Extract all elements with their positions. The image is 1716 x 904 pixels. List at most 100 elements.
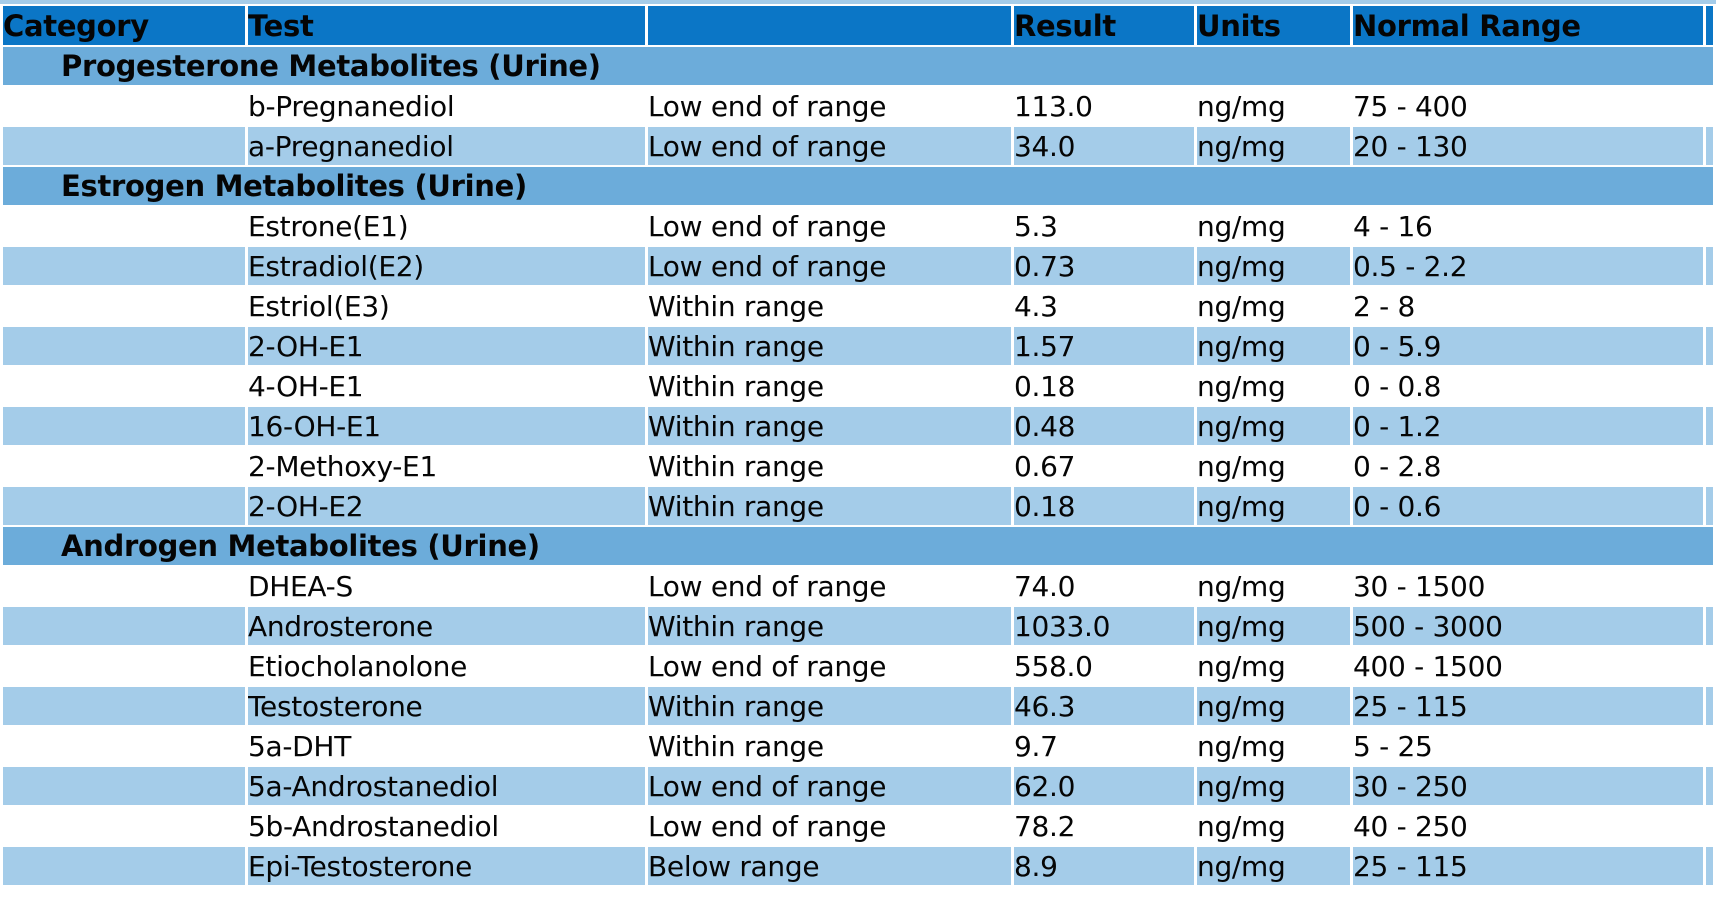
test-name-cell: b-Pregnanediol — [248, 87, 645, 125]
section-header-row: Estrogen Metabolites (Urine) — [3, 167, 1713, 205]
status-cell: Within range — [648, 327, 1011, 365]
normal-range-cell: 30 - 250 — [1353, 767, 1703, 805]
category-cell — [3, 607, 245, 645]
lab-results-table: Category Test Result Units Normal Range … — [0, 4, 1716, 887]
category-cell — [3, 247, 245, 285]
category-cell — [3, 407, 245, 445]
spacer-cell — [1706, 407, 1713, 445]
normal-range-cell: 2 - 8 — [1353, 287, 1703, 325]
result-cell: 0.73 — [1014, 247, 1194, 285]
column-header-spacer — [1706, 6, 1713, 45]
status-cell: Low end of range — [648, 567, 1011, 605]
spacer-cell — [1706, 607, 1713, 645]
test-row: Estradiol(E2) Low end of range 0.73 ng/mg 0.… — [3, 247, 1713, 285]
result-cell: 34.0 — [1014, 127, 1194, 165]
units-cell: ng/mg — [1197, 727, 1350, 765]
column-header-category: Category — [3, 6, 245, 45]
spacer-cell — [1706, 647, 1713, 685]
spacer-cell — [1706, 487, 1713, 525]
test-row: Estrone(E1) Low end of range 5.3 ng/mg 4 - 1… — [3, 207, 1713, 245]
spacer-cell — [1706, 847, 1713, 885]
normal-range-cell: 0 - 1.2 — [1353, 407, 1703, 445]
units-cell: ng/mg — [1197, 327, 1350, 365]
test-row: 2-Methoxy-E1 Within range 0.67 ng/mg 0 - 2.8 — [3, 447, 1713, 485]
test-name-cell: Estriol(E3) — [248, 287, 645, 325]
result-cell: 0.18 — [1014, 487, 1194, 525]
spacer-cell — [1706, 87, 1713, 125]
normal-range-cell: 75 - 400 — [1353, 87, 1703, 125]
result-cell: 113.0 — [1014, 87, 1194, 125]
spacer-cell — [1706, 127, 1713, 165]
test-row: 5a-Androstanediol Low end of range 62.0 ng/… — [3, 767, 1713, 805]
result-cell: 0.48 — [1014, 407, 1194, 445]
spacer-cell — [1706, 247, 1713, 285]
result-cell: 5.3 — [1014, 207, 1194, 245]
test-row: 2-OH-E1 Within range 1.57 ng/mg 0 - 5.9 — [3, 327, 1713, 365]
column-header-normal-range: Normal Range — [1353, 6, 1703, 45]
column-header-units: Units — [1197, 6, 1350, 45]
spacer-cell — [1706, 287, 1713, 325]
units-cell: ng/mg — [1197, 127, 1350, 165]
status-cell: Within range — [648, 607, 1011, 645]
normal-range-cell: 0 - 0.6 — [1353, 487, 1703, 525]
normal-range-cell: 40 - 250 — [1353, 807, 1703, 845]
test-name-cell: 2-Methoxy-E1 — [248, 447, 645, 485]
test-row: Etiocholanolone Low end of range 558.0 ng/m… — [3, 647, 1713, 685]
units-cell: ng/mg — [1197, 247, 1350, 285]
test-name-cell: 5a-Androstanediol — [248, 767, 645, 805]
normal-range-cell: 400 - 1500 — [1353, 647, 1703, 685]
category-cell — [3, 87, 245, 125]
normal-range-cell: 500 - 3000 — [1353, 607, 1703, 645]
test-name-cell: 4-OH-E1 — [248, 367, 645, 405]
test-name-cell: Estrone(E1) — [248, 207, 645, 245]
test-name-cell: 2-OH-E2 — [248, 487, 645, 525]
status-cell: Within range — [648, 447, 1011, 485]
category-cell — [3, 487, 245, 525]
result-cell: 558.0 — [1014, 647, 1194, 685]
units-cell: ng/mg — [1197, 487, 1350, 525]
result-cell: 0.18 — [1014, 367, 1194, 405]
test-row: 5a-DHT Within range 9.7 ng/mg 5 - 25 — [3, 727, 1713, 765]
units-cell: ng/mg — [1197, 287, 1350, 325]
top-accent-strip — [0, 0, 1716, 4]
table-header-row: Category Test Result Units Normal Range — [3, 6, 1713, 45]
category-cell — [3, 727, 245, 765]
test-name-cell: 5a-DHT — [248, 727, 645, 765]
spacer-cell — [1706, 687, 1713, 725]
category-cell — [3, 807, 245, 845]
result-cell: 8.9 — [1014, 847, 1194, 885]
normal-range-cell: 20 - 130 — [1353, 127, 1703, 165]
column-header-status — [648, 6, 1011, 45]
status-cell: Low end of range — [648, 767, 1011, 805]
test-row: DHEA-S Low end of range 74.0 ng/mg 30 - 1500 — [3, 567, 1713, 605]
units-cell: ng/mg — [1197, 767, 1350, 805]
units-cell: ng/mg — [1197, 87, 1350, 125]
result-cell: 78.2 — [1014, 807, 1194, 845]
units-cell: ng/mg — [1197, 687, 1350, 725]
test-name-cell: Etiocholanolone — [248, 647, 645, 685]
normal-range-cell: 4 - 16 — [1353, 207, 1703, 245]
category-cell — [3, 687, 245, 725]
test-row: 16-OH-E1 Within range 0.48 ng/mg 0 - 1.2 — [3, 407, 1713, 445]
test-name-cell: 16-OH-E1 — [248, 407, 645, 445]
normal-range-cell: 0 - 2.8 — [1353, 447, 1703, 485]
result-cell: 4.3 — [1014, 287, 1194, 325]
test-name-cell: 2-OH-E1 — [248, 327, 645, 365]
section-title: Progesterone Metabolites (Urine) — [3, 47, 1713, 85]
status-cell: Below range — [648, 847, 1011, 885]
test-row: Testosterone Within range 46.3 ng/mg 25 - 11… — [3, 687, 1713, 725]
test-row: Epi-Testosterone Below range 8.9 ng/mg 25 - … — [3, 847, 1713, 885]
category-cell — [3, 207, 245, 245]
test-row: 5b-Androstanediol Low end of range 78.2 ng/… — [3, 807, 1713, 845]
spacer-cell — [1706, 807, 1713, 845]
normal-range-cell: 5 - 25 — [1353, 727, 1703, 765]
test-row: b-Pregnanediol Low end of range 113.0 ng/mg… — [3, 87, 1713, 125]
status-cell: Low end of range — [648, 87, 1011, 125]
spacer-cell — [1706, 327, 1713, 365]
normal-range-cell: 0.5 - 2.2 — [1353, 247, 1703, 285]
result-cell: 1033.0 — [1014, 607, 1194, 645]
units-cell: ng/mg — [1197, 447, 1350, 485]
units-cell: ng/mg — [1197, 647, 1350, 685]
test-name-cell: DHEA-S — [248, 567, 645, 605]
category-cell — [3, 327, 245, 365]
